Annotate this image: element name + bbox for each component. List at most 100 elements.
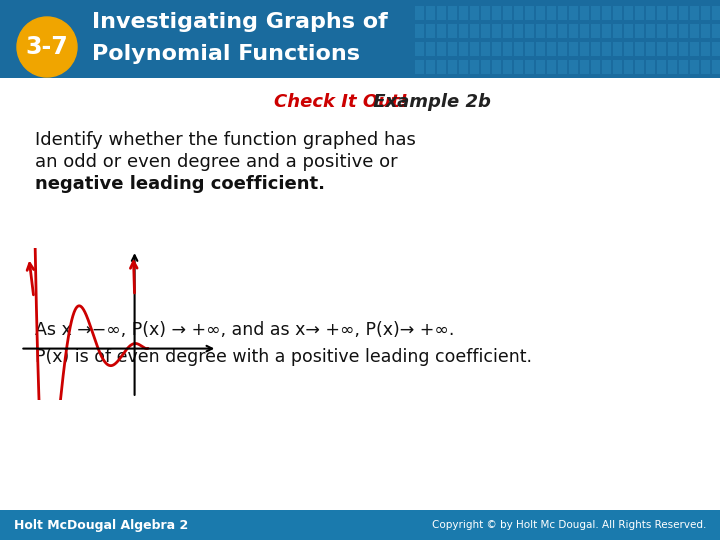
FancyBboxPatch shape — [679, 24, 688, 38]
FancyBboxPatch shape — [547, 6, 556, 20]
FancyBboxPatch shape — [624, 6, 633, 20]
FancyBboxPatch shape — [426, 42, 435, 56]
FancyBboxPatch shape — [448, 6, 457, 20]
FancyBboxPatch shape — [602, 42, 611, 56]
FancyBboxPatch shape — [470, 24, 479, 38]
FancyBboxPatch shape — [635, 24, 644, 38]
FancyBboxPatch shape — [635, 60, 644, 74]
FancyBboxPatch shape — [448, 24, 457, 38]
FancyBboxPatch shape — [481, 42, 490, 56]
FancyBboxPatch shape — [459, 6, 468, 20]
FancyBboxPatch shape — [426, 24, 435, 38]
Text: negative leading coefficient.: negative leading coefficient. — [35, 175, 325, 193]
FancyBboxPatch shape — [624, 42, 633, 56]
FancyBboxPatch shape — [712, 42, 720, 56]
FancyBboxPatch shape — [701, 60, 710, 74]
FancyBboxPatch shape — [415, 42, 424, 56]
FancyBboxPatch shape — [646, 24, 655, 38]
FancyBboxPatch shape — [558, 60, 567, 74]
FancyBboxPatch shape — [437, 42, 446, 56]
FancyBboxPatch shape — [547, 42, 556, 56]
FancyBboxPatch shape — [437, 24, 446, 38]
FancyBboxPatch shape — [668, 60, 677, 74]
FancyBboxPatch shape — [0, 0, 720, 78]
FancyBboxPatch shape — [602, 60, 611, 74]
FancyBboxPatch shape — [415, 6, 424, 20]
FancyBboxPatch shape — [613, 42, 622, 56]
FancyBboxPatch shape — [448, 42, 457, 56]
FancyBboxPatch shape — [415, 24, 424, 38]
FancyBboxPatch shape — [415, 60, 424, 74]
FancyBboxPatch shape — [569, 60, 578, 74]
FancyBboxPatch shape — [514, 60, 523, 74]
Text: Holt McDougal Algebra 2: Holt McDougal Algebra 2 — [14, 518, 188, 531]
FancyBboxPatch shape — [481, 24, 490, 38]
FancyBboxPatch shape — [580, 6, 589, 20]
FancyBboxPatch shape — [668, 24, 677, 38]
FancyBboxPatch shape — [558, 42, 567, 56]
FancyBboxPatch shape — [470, 60, 479, 74]
FancyBboxPatch shape — [536, 6, 545, 20]
FancyBboxPatch shape — [613, 6, 622, 20]
FancyBboxPatch shape — [701, 42, 710, 56]
FancyBboxPatch shape — [525, 6, 534, 20]
FancyBboxPatch shape — [459, 24, 468, 38]
FancyBboxPatch shape — [492, 60, 501, 74]
FancyBboxPatch shape — [690, 60, 699, 74]
FancyBboxPatch shape — [668, 42, 677, 56]
FancyBboxPatch shape — [635, 6, 644, 20]
FancyBboxPatch shape — [646, 60, 655, 74]
FancyBboxPatch shape — [712, 60, 720, 74]
FancyBboxPatch shape — [503, 24, 512, 38]
Text: As x →−∞, P(x) → +∞, and as x→ +∞, P(x)→ +∞.: As x →−∞, P(x) → +∞, and as x→ +∞, P(x)→… — [35, 321, 454, 339]
FancyBboxPatch shape — [591, 42, 600, 56]
FancyBboxPatch shape — [470, 6, 479, 20]
FancyBboxPatch shape — [591, 6, 600, 20]
Text: Check It Out!: Check It Out! — [274, 93, 408, 111]
FancyBboxPatch shape — [613, 60, 622, 74]
FancyBboxPatch shape — [657, 6, 666, 20]
FancyBboxPatch shape — [536, 60, 545, 74]
FancyBboxPatch shape — [459, 60, 468, 74]
Text: Identify whether the function graphed has: Identify whether the function graphed ha… — [35, 131, 416, 149]
FancyBboxPatch shape — [679, 6, 688, 20]
FancyBboxPatch shape — [426, 60, 435, 74]
FancyBboxPatch shape — [679, 42, 688, 56]
FancyBboxPatch shape — [536, 42, 545, 56]
FancyBboxPatch shape — [701, 6, 710, 20]
Text: 3-7: 3-7 — [26, 35, 68, 59]
FancyBboxPatch shape — [525, 42, 534, 56]
FancyBboxPatch shape — [492, 42, 501, 56]
FancyBboxPatch shape — [558, 6, 567, 20]
Text: Example 2b: Example 2b — [367, 93, 491, 111]
Text: Investigating Graphs of: Investigating Graphs of — [92, 12, 388, 32]
FancyBboxPatch shape — [646, 42, 655, 56]
FancyBboxPatch shape — [624, 24, 633, 38]
FancyBboxPatch shape — [514, 42, 523, 56]
FancyBboxPatch shape — [437, 6, 446, 20]
FancyBboxPatch shape — [514, 6, 523, 20]
FancyBboxPatch shape — [591, 60, 600, 74]
FancyBboxPatch shape — [547, 24, 556, 38]
FancyBboxPatch shape — [602, 24, 611, 38]
FancyBboxPatch shape — [624, 60, 633, 74]
FancyBboxPatch shape — [481, 60, 490, 74]
Text: Copyright © by Holt Mc Dougal. All Rights Reserved.: Copyright © by Holt Mc Dougal. All Right… — [431, 520, 706, 530]
Text: Polynomial Functions: Polynomial Functions — [92, 44, 360, 64]
FancyBboxPatch shape — [602, 6, 611, 20]
FancyBboxPatch shape — [437, 60, 446, 74]
FancyBboxPatch shape — [712, 24, 720, 38]
FancyBboxPatch shape — [459, 42, 468, 56]
FancyBboxPatch shape — [613, 24, 622, 38]
FancyBboxPatch shape — [679, 60, 688, 74]
FancyBboxPatch shape — [712, 6, 720, 20]
FancyBboxPatch shape — [668, 6, 677, 20]
FancyBboxPatch shape — [569, 42, 578, 56]
FancyBboxPatch shape — [470, 42, 479, 56]
FancyBboxPatch shape — [514, 24, 523, 38]
FancyBboxPatch shape — [701, 24, 710, 38]
FancyBboxPatch shape — [657, 60, 666, 74]
FancyBboxPatch shape — [690, 42, 699, 56]
Text: Check It Out! Example 2b: Check It Out! Example 2b — [231, 93, 489, 111]
FancyBboxPatch shape — [635, 42, 644, 56]
